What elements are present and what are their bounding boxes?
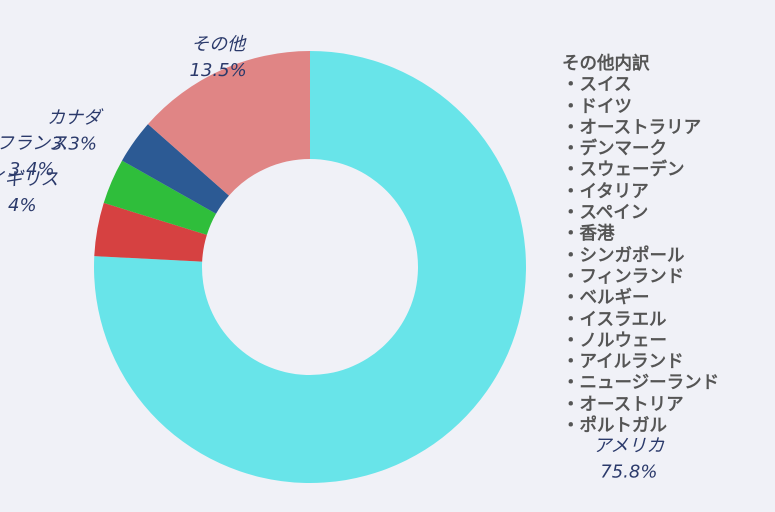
breakdown-item: 香港 — [562, 224, 719, 245]
donut-slice — [94, 51, 527, 483]
breakdown-item: スペイン — [562, 203, 719, 224]
slice-value-label: 4% — [8, 195, 37, 216]
donut-slice — [122, 124, 229, 214]
breakdown-item: オーストリア — [562, 395, 719, 416]
slice-value-label: 75.8% — [600, 462, 657, 483]
slice-category-label: カナダ — [47, 108, 104, 129]
other-breakdown: その他内訳 スイスドイツオーストラリアデンマークスウェーデンイタリアスペイン香港… — [562, 54, 719, 437]
breakdown-item: イタリア — [562, 182, 719, 203]
breakdown-item: ドイツ — [562, 97, 719, 118]
breakdown-item: スイス — [562, 75, 719, 96]
slice-value-label: 3.3% — [51, 134, 97, 155]
breakdown-item: オーストラリア — [562, 118, 719, 139]
breakdown-title: その他内訳 — [562, 54, 650, 74]
breakdown-item: ポルトガル — [562, 416, 719, 437]
slice-category-label: イギリス — [0, 169, 58, 190]
breakdown-item: デンマーク — [562, 139, 719, 160]
breakdown-item: スウェーデン — [562, 160, 719, 181]
breakdown-item: アイルランド — [562, 352, 719, 373]
slice-category-label: フランス — [0, 133, 68, 154]
donut-slice — [147, 51, 310, 196]
donut-slice — [94, 202, 207, 262]
breakdown-item: フィンランド — [562, 267, 719, 288]
breakdown-item: ベルギー — [562, 288, 719, 309]
breakdown-item: ノルウェー — [562, 331, 719, 352]
slice-value-label: 13.5% — [190, 60, 247, 81]
breakdown-list: スイスドイツオーストラリアデンマークスウェーデンイタリアスペイン香港シンガポール… — [562, 75, 720, 437]
slice-category-label: その他 — [191, 34, 247, 55]
breakdown-item: イスラエル — [562, 310, 719, 331]
slice-category-label: アメリカ — [593, 436, 664, 457]
breakdown-item: ニュージーランド — [562, 373, 720, 394]
donut-slice — [103, 160, 217, 235]
breakdown-item: シンガポール — [562, 246, 719, 267]
slice-value-label: 3.4% — [9, 159, 55, 180]
